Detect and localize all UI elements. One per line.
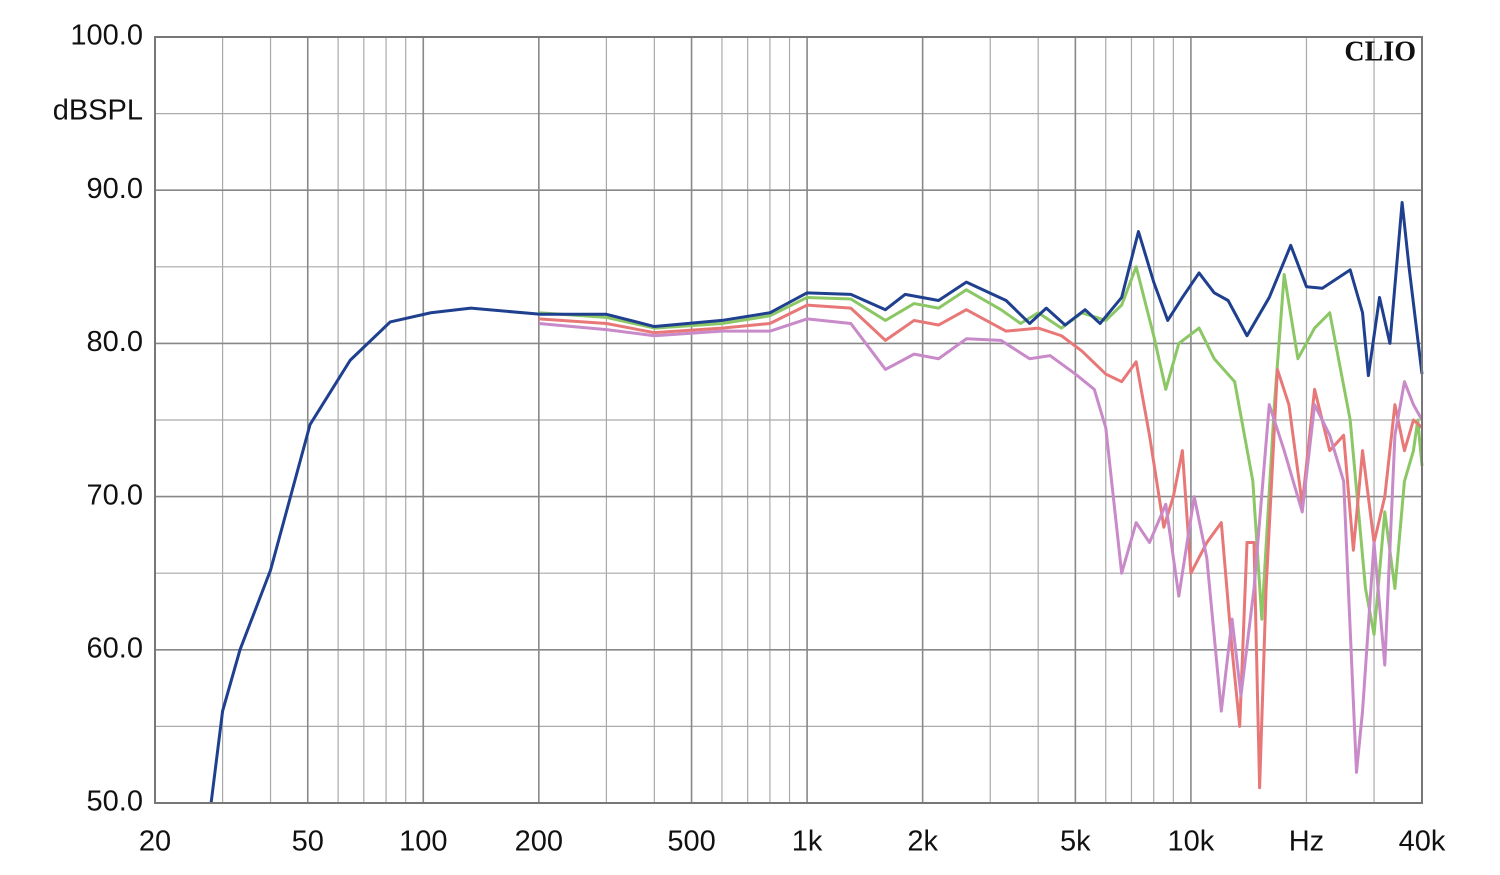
x-tick-label: 20 — [139, 826, 171, 858]
y-axis-label: dBSPL — [53, 95, 143, 127]
x-tick-label: 40k — [1399, 826, 1446, 858]
x-axis-label: Hz — [1289, 826, 1324, 858]
y-tick-label: 100.0 — [70, 20, 143, 52]
x-tick-label: 100 — [399, 826, 447, 858]
series-line — [538, 317, 1424, 774]
brand-label: CLIO — [1344, 36, 1416, 67]
x-tick-label: 200 — [515, 826, 563, 858]
plot-frame — [154, 36, 1423, 804]
x-tick-label: 10k — [1168, 826, 1215, 858]
series-line — [538, 265, 1424, 636]
x-tick-label: 2k — [907, 826, 938, 858]
series-line — [538, 303, 1424, 790]
x-tick-label: 50 — [292, 826, 324, 858]
series-line — [209, 200, 1424, 804]
y-tick-label: 70.0 — [87, 479, 143, 511]
tick-labels: 20 50 100 200 500 1k 2k 5k 10k 40k Hz 50.0 60.0 70.0 8… — [70, 20, 1445, 858]
plot-lines — [209, 200, 1424, 804]
y-tick-label: 60.0 — [87, 632, 143, 664]
x-tick-label: 1k — [792, 826, 823, 858]
y-tick-label: 90.0 — [87, 173, 143, 205]
y-tick-label: 80.0 — [87, 326, 143, 358]
x-tick-label: 5k — [1060, 826, 1091, 858]
x-tick-label: 500 — [667, 826, 715, 858]
y-tick-label: 50.0 — [87, 786, 143, 818]
